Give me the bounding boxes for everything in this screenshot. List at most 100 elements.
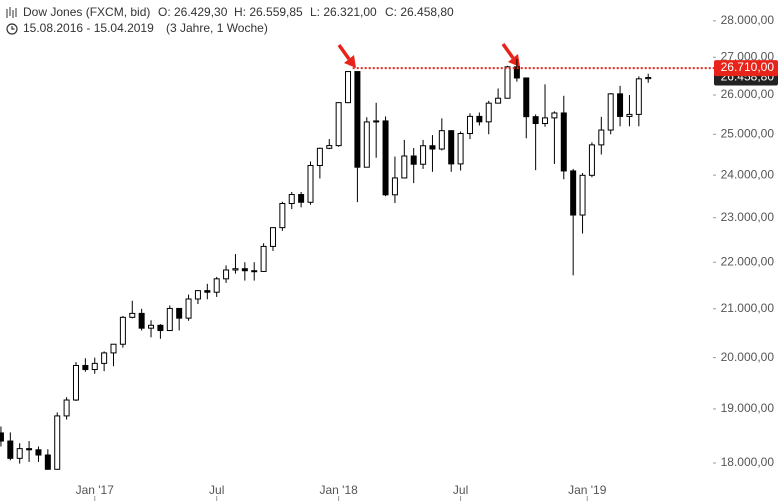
- candle-body: [157, 324, 164, 332]
- candle-body: [260, 245, 267, 272]
- candle-body: [560, 112, 567, 172]
- y-tick-label: 27.000,00: [721, 49, 775, 63]
- y-tick-label: 24.000,00: [721, 167, 775, 181]
- y-tick-label: 28.000,00: [721, 13, 775, 27]
- x-tick-label: Jul: [453, 483, 468, 497]
- candle-body: [420, 145, 427, 165]
- candle-body: [119, 316, 126, 345]
- candle-body: [326, 145, 333, 149]
- candle-body: [570, 170, 577, 216]
- low-price: L: 26.321,00: [310, 5, 377, 19]
- candle-body: [617, 93, 624, 117]
- y-tick-label: 20.000,00: [721, 350, 775, 364]
- date-range: 15.08.2016 - 15.04.2019: [23, 21, 154, 35]
- candle-body: [588, 144, 595, 176]
- x-tick-label: Jan '17: [76, 483, 115, 497]
- candle-body: [288, 194, 295, 205]
- candle-body: [598, 129, 605, 146]
- candle-body: [194, 290, 201, 300]
- candle-body: [363, 121, 370, 168]
- y-tick-label: 19.000,00: [721, 401, 775, 415]
- candle-body: [485, 102, 492, 123]
- candle-body: [298, 194, 305, 203]
- candle-body: [335, 102, 342, 147]
- header: Dow Jones (FXCM, bid) O: 26.429,30 H: 26…: [6, 5, 454, 35]
- candle-body: [223, 269, 230, 280]
- y-tick-label: 21.000,00: [721, 301, 775, 315]
- candle-body: [91, 362, 98, 371]
- candle-body: [523, 77, 530, 118]
- candle-body: [391, 177, 398, 196]
- candle-body: [232, 268, 239, 271]
- candle-body: [513, 66, 520, 79]
- candle-body: [82, 364, 89, 371]
- candle-body: [345, 71, 352, 104]
- candle-body: [504, 66, 511, 99]
- candle-body: [269, 227, 276, 247]
- candle-body: [476, 115, 483, 123]
- candle-body: [138, 312, 145, 329]
- candle-body: [16, 448, 23, 459]
- candle-body: [382, 120, 389, 196]
- candle-body: [279, 203, 286, 229]
- candle-body: [204, 290, 211, 293]
- candle-body: [44, 454, 51, 470]
- y-tick-label: 26.000,00: [721, 87, 775, 101]
- candle-body: [410, 155, 417, 165]
- candle-body: [532, 116, 539, 125]
- candle-body: [401, 155, 408, 179]
- candle-body: [26, 448, 33, 451]
- candle-body: [129, 312, 136, 318]
- clock-icon: [6, 23, 18, 35]
- candle-body: [148, 324, 155, 329]
- candle-body: [213, 278, 220, 293]
- candle-body: [307, 165, 314, 203]
- candle-body: [635, 78, 642, 115]
- candle-body: [645, 77, 652, 80]
- plot: [0, 59, 778, 470]
- candle-body: [176, 307, 183, 319]
- candle-body: [457, 133, 464, 165]
- candle-body: [607, 93, 614, 131]
- candle-body: [185, 298, 192, 319]
- instrument-name: Dow Jones (FXCM, bid): [23, 5, 150, 19]
- candle-body: [354, 71, 361, 168]
- candle-body: [110, 343, 117, 354]
- candle-body: [551, 112, 558, 119]
- candle-body: [448, 130, 455, 165]
- candle-body: [579, 174, 586, 216]
- candle-body: [241, 268, 248, 272]
- resistance-box: [714, 60, 778, 77]
- date-span: (3 Jahre, 1 Woche): [166, 21, 268, 35]
- resistance-label: 26.710,00: [721, 60, 775, 74]
- high-price: H: 26.559,85: [234, 5, 303, 19]
- candle-body: [466, 115, 473, 135]
- close-price: C: 26.458,80: [385, 5, 454, 19]
- candle-body: [7, 440, 14, 459]
- axes: 18.000,00 19.000,00 20.000,00 21.000,00 22.0…: [76, 13, 778, 501]
- candle-body: [438, 130, 445, 150]
- x-tick-label: Jan '19: [568, 483, 607, 497]
- candle-body: [429, 145, 436, 150]
- y-tick-label: 22.000,00: [721, 254, 775, 268]
- candle-body: [373, 120, 380, 123]
- candle-body: [542, 117, 549, 125]
- candle-body: [63, 399, 70, 417]
- arrows: [337, 42, 520, 68]
- x-tick-label: Jan '18: [319, 483, 358, 497]
- candle-body: [101, 352, 108, 364]
- x-tick-label: Jul: [209, 483, 224, 497]
- candle-body: [495, 97, 502, 104]
- candle-body: [0, 432, 4, 442]
- candle-body: [72, 364, 79, 401]
- chart-icon: [6, 7, 17, 18]
- y-tick-label: 18.000,00: [721, 455, 775, 469]
- y-tick-label: 25.000,00: [721, 126, 775, 140]
- candle-body: [251, 270, 258, 273]
- y-tick-label: 23.000,00: [721, 210, 775, 224]
- candle-body: [35, 449, 42, 456]
- candle-body: [166, 307, 173, 332]
- candle-body: [316, 147, 323, 167]
